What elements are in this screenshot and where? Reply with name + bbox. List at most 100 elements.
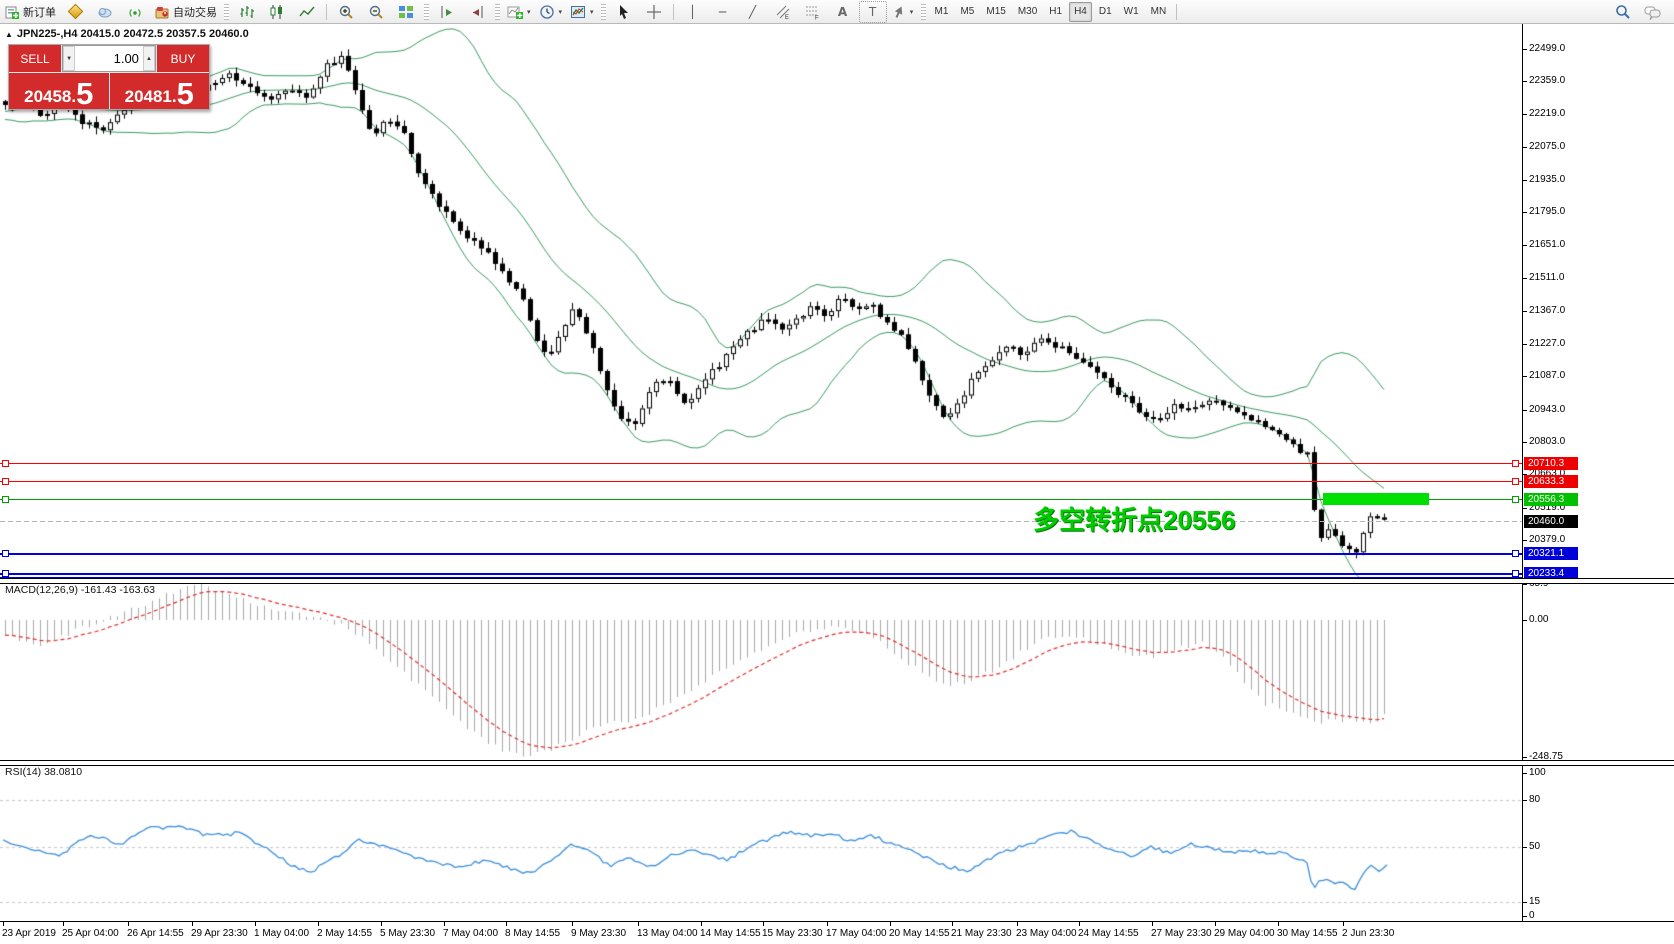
arrows-tool-button[interactable]: ▾ xyxy=(889,1,917,23)
toolbar-drag-handle[interactable] xyxy=(600,3,606,20)
toolbar-drag-handle[interactable] xyxy=(424,3,429,20)
price-axis-tick: 22219.0 xyxy=(1522,107,1566,119)
timeframe-button-h4[interactable]: H4 xyxy=(1069,1,1092,22)
vertical-line-tool-button[interactable]: │ xyxy=(688,4,697,19)
timeframe-button-d1[interactable]: D1 xyxy=(1098,6,1112,17)
price-tag: 20710.3 xyxy=(1524,456,1578,470)
macd-axis-label: 0.00 xyxy=(1522,614,1549,625)
bar-chart-type-button[interactable] xyxy=(233,1,261,23)
toolbar-drag-handle[interactable] xyxy=(920,3,926,20)
equidistant-channel-tool-button[interactable]: E xyxy=(769,1,797,23)
volume-increase-button[interactable]: ▲ xyxy=(142,46,155,71)
time-axis[interactable]: 23 Apr 2019 25 Apr 04:00 26 Apr 14:55 29 Ap… xyxy=(0,921,1674,944)
chart-macd-splitter[interactable] xyxy=(0,578,1674,584)
timeframe-button-m15[interactable]: M15 xyxy=(986,6,1006,17)
line-endpoint-handle[interactable] xyxy=(1512,550,1519,558)
sell-price[interactable]: 20458. 5 xyxy=(9,73,110,109)
timeframes-dropdown-icon[interactable]: ▾ xyxy=(558,8,563,16)
gold-diamond-icon[interactable] xyxy=(61,1,89,23)
line-endpoint-handle[interactable] xyxy=(1512,495,1519,503)
chat-icon[interactable] xyxy=(1639,1,1667,23)
sell-button[interactable]: SELL xyxy=(9,45,62,72)
macd-rsi-splitter[interactable] xyxy=(0,760,1674,766)
panel-collapse-icon[interactable]: ▲ xyxy=(5,30,13,39)
signal-icon[interactable] xyxy=(121,1,149,23)
volume-input[interactable] xyxy=(75,46,143,71)
timeframe-button-group: M1 M5 M15 M30 H1 H4 D1 W1 MN xyxy=(929,1,1173,22)
price-chart-canvas[interactable] xyxy=(0,24,1522,580)
fibonacci-tool-button[interactable]: F xyxy=(799,1,827,23)
horizontal-line-20321.1[interactable] xyxy=(0,552,1522,555)
timeframe-button-mn[interactable]: MN xyxy=(1150,6,1167,17)
text-label-tool-button[interactable]: T xyxy=(858,0,887,23)
buy-price[interactable]: 20481. 5 xyxy=(124,76,194,111)
chart-shift-button[interactable] xyxy=(433,1,461,23)
time-axis-label: 23 May 04:00 xyxy=(1016,928,1077,939)
timeframe-button-m30[interactable]: M30 xyxy=(1017,6,1038,17)
auto-scroll-button[interactable] xyxy=(463,1,491,23)
support-rectangle[interactable] xyxy=(1323,493,1429,506)
price-axis[interactable]: 22499.0 22359.0 22219.0 22075.0 21935.0 21795… xyxy=(1522,24,1674,922)
price-axis-tick: 22359.0 xyxy=(1522,75,1566,87)
horizontal-line-20633.3[interactable] xyxy=(0,480,1522,482)
tile-windows-button[interactable] xyxy=(392,1,420,23)
svg-text:F: F xyxy=(815,15,819,20)
time-axis-label: 24 May 14:55 xyxy=(1078,928,1139,939)
time-axis-label: 23 Apr 2019 xyxy=(2,928,56,939)
horizontal-line-20710.3[interactable] xyxy=(0,462,1522,464)
line-endpoint-handle[interactable] xyxy=(1512,459,1519,467)
candlestick-chart-type-button[interactable] xyxy=(263,1,291,23)
macd-canvas[interactable] xyxy=(0,582,1522,760)
cursor-tool-button[interactable] xyxy=(610,1,638,23)
zoom-out-button[interactable] xyxy=(362,1,390,23)
horizontal-line-20556.3[interactable] xyxy=(0,498,1522,500)
rsi-axis-label: 80 xyxy=(1522,794,1541,805)
volume-decrease-button[interactable]: ▼ xyxy=(63,46,76,71)
templates-button[interactable]: ▾ xyxy=(567,1,597,23)
cloud-account-icon[interactable] xyxy=(91,1,119,23)
search-icon[interactable] xyxy=(1609,1,1637,23)
horizontal-line-20460[interactable] xyxy=(0,520,1522,522)
new-order-button[interactable]: 新订单 xyxy=(1,1,59,23)
autotrading-button[interactable]: 自动交易 xyxy=(151,1,220,23)
line-endpoint-handle[interactable] xyxy=(2,495,9,503)
buy-button[interactable]: BUY xyxy=(156,45,209,72)
volume-stepper: ▼ ▲ xyxy=(62,45,156,72)
rsi-axis-label: 50 xyxy=(1522,841,1541,852)
time-axis-tick xyxy=(952,922,953,926)
price-axis-tick: 21087.0 xyxy=(1522,370,1566,382)
timeframe-button-m1[interactable]: M1 xyxy=(934,6,949,17)
toolbar-drag-handle[interactable] xyxy=(495,3,500,20)
new-order-icon xyxy=(5,6,19,19)
templates-dropdown-icon[interactable]: ▾ xyxy=(590,8,594,16)
zoom-in-button[interactable] xyxy=(332,1,360,23)
arrows-dropdown-icon[interactable]: ▾ xyxy=(909,8,914,16)
indicators-dropdown-icon[interactable]: ▾ xyxy=(527,8,531,16)
horizontal-line-tool-button[interactable]: ─ xyxy=(718,4,727,19)
line-chart-type-button[interactable] xyxy=(293,1,321,23)
rsi-canvas[interactable] xyxy=(0,764,1522,921)
line-endpoint-handle[interactable] xyxy=(1512,570,1519,578)
indicators-button[interactable]: ▾ xyxy=(504,1,534,23)
line-endpoint-handle[interactable] xyxy=(2,459,9,467)
time-axis-label: 29 May 04:00 xyxy=(1214,928,1275,939)
timeframe-button-h1[interactable]: H1 xyxy=(1049,6,1063,17)
line-endpoint-handle[interactable] xyxy=(2,477,9,485)
price-axis-tick: 21935.0 xyxy=(1522,173,1566,185)
timeframe-button-m5[interactable]: M5 xyxy=(960,6,975,17)
price-axis-tick: 21795.0 xyxy=(1522,206,1566,218)
crosshair-tool-button[interactable] xyxy=(640,1,668,23)
line-endpoint-handle[interactable] xyxy=(2,570,9,578)
price-tag: 20321.1 xyxy=(1524,547,1578,561)
timeframes-button[interactable]: ▾ xyxy=(536,1,566,23)
text-tool-button[interactable]: A xyxy=(837,4,848,19)
horizontal-line-20233.4[interactable] xyxy=(0,572,1522,575)
trendline-tool-button[interactable]: ╱ xyxy=(748,4,757,19)
toolbar-drag-handle[interactable] xyxy=(224,3,229,20)
line-endpoint-handle[interactable] xyxy=(1512,477,1519,485)
line-endpoint-handle[interactable] xyxy=(2,550,9,558)
horizontal-line-20220[interactable] xyxy=(0,576,1522,578)
timeframe-button-w1[interactable]: W1 xyxy=(1123,6,1139,17)
chart-annotation-text[interactable]: 多空转折点20556 xyxy=(1033,505,1236,535)
